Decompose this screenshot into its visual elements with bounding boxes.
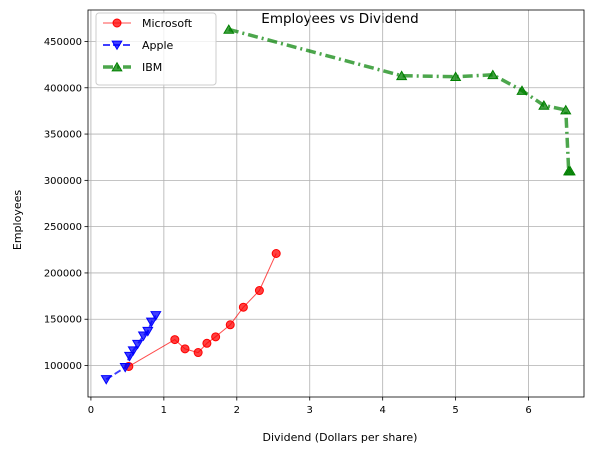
legend-marker-microsoft: [112, 18, 122, 28]
data-point-ibm: [487, 69, 499, 80]
data-point-ibm: [395, 70, 408, 81]
y-tick-label: 400000: [44, 83, 82, 94]
data-point-ibm: [538, 100, 550, 110]
legend-marker-ibm: [111, 61, 123, 72]
data-point-ibm: [449, 71, 462, 82]
x-tick-label: 2: [234, 405, 240, 416]
legend-entry-microsoft: Microsoft: [103, 17, 193, 30]
data-point-apple: [131, 339, 144, 350]
data-point-apple: [127, 346, 139, 357]
data-point-microsoft: [271, 248, 281, 258]
x-tick-label: 1: [161, 405, 167, 416]
data-point-microsoft: [254, 286, 264, 296]
plot-series: [100, 24, 576, 385]
x-tick-label: 6: [525, 405, 531, 416]
data-point-apple: [123, 351, 136, 362]
data-point-apple: [100, 375, 112, 385]
axes: 0 1 2 3 4 5 6 100000 150000 200000 250000 300000 350…: [44, 37, 532, 416]
y-tick-label: 250000: [44, 222, 82, 233]
data-point-microsoft: [211, 332, 221, 342]
data-point-ibm: [560, 104, 572, 115]
plot-frame: [87, 9, 585, 398]
data-point-apple: [150, 311, 162, 321]
data-point-ibm: [223, 24, 235, 34]
series-ibm: [223, 24, 576, 176]
data-point-microsoft: [193, 348, 203, 358]
x-tick-label: 5: [452, 405, 458, 416]
data-point-ibm: [564, 165, 576, 176]
y-tick-label: 300000: [44, 176, 82, 187]
data-point-microsoft: [225, 320, 235, 330]
data-point-microsoft: [180, 344, 190, 354]
legend-entry-ibm: IBM: [103, 61, 162, 74]
data-point-ibm: [516, 85, 528, 95]
data-point-apple: [145, 317, 158, 328]
data-point-apple: [137, 331, 150, 342]
y-axis-label: Employees: [11, 190, 24, 250]
y-tick-label: 200000: [44, 268, 82, 279]
legend-label-microsoft: Microsoft: [142, 17, 193, 30]
x-tick-label: 0: [88, 405, 94, 416]
legend: Microsoft Apple IBM: [95, 12, 217, 86]
y-tick-label: 450000: [44, 37, 82, 48]
data-point-microsoft: [238, 302, 248, 312]
data-point-apple: [142, 326, 154, 337]
data-point-apple: [119, 363, 131, 373]
y-tick-label: 150000: [44, 315, 82, 326]
data-point-microsoft: [170, 335, 180, 345]
legend-entry-apple: Apple: [103, 39, 174, 52]
legend-label-ibm: IBM: [142, 61, 162, 74]
series-microsoft: [124, 248, 281, 371]
legend-marker-apple: [111, 40, 123, 51]
y-tick-label: 350000: [44, 130, 82, 141]
x-tick-label: 4: [379, 405, 385, 416]
series-line-ibm: [228, 27, 571, 173]
y-tick-label: 100000: [44, 361, 82, 372]
data-point-microsoft: [202, 338, 212, 348]
series-line-microsoft: [128, 253, 277, 367]
chart-title: Employees vs Dividend: [261, 11, 418, 27]
legend-label-apple: Apple: [142, 39, 174, 52]
x-tick-label: 3: [307, 405, 313, 416]
x-axis-label: Dividend (Dollars per share): [263, 431, 418, 444]
series-apple: [100, 311, 162, 385]
